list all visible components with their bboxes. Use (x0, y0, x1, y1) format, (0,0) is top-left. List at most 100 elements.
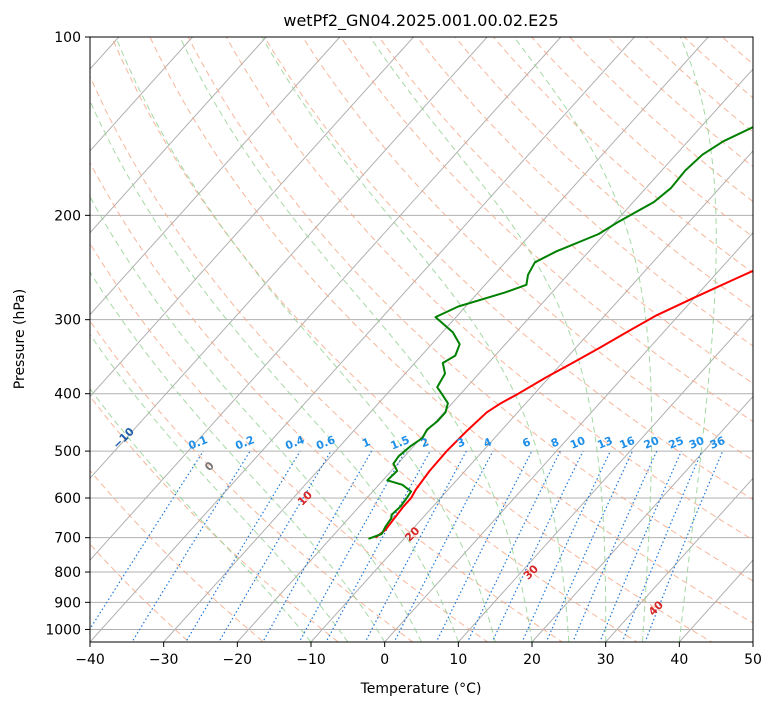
mixing-ratio-line (491, 450, 584, 642)
moist-adiabat-line (90, 333, 349, 642)
y-axis: 100 200 300 400 500 600 700 800 900 1000 (45, 30, 90, 638)
plot-frame (89, 36, 754, 643)
mixing-ratio-line (218, 450, 332, 642)
dry-adiabat-line (454, 37, 753, 310)
dry-adiabat-line (90, 242, 489, 642)
x-tick-label: 30 (597, 652, 615, 668)
isotherm-line (90, 37, 414, 398)
isotherm-line (90, 37, 488, 480)
x-tick-label: 10 (449, 652, 467, 668)
y-tick-label: 100 (54, 30, 81, 46)
mixing-ratio-label: 8 (549, 435, 561, 450)
dry-adiabat-line (378, 37, 753, 384)
isotherm-line (90, 37, 341, 316)
mixing-ratio-line (298, 450, 406, 642)
mixing-ratio-label: 0.1 (187, 433, 210, 452)
isotherm-line (605, 477, 753, 642)
mixing-ratio-line (545, 450, 634, 642)
mixing-ratio-label: 36 (708, 434, 727, 452)
y-tick-label: 600 (54, 491, 81, 507)
mixing-ratio-line (521, 450, 611, 642)
moist-adiabat-line (90, 271, 386, 642)
mixing-ratio-line (644, 450, 724, 642)
moist-adiabat-line (90, 387, 312, 642)
dry-adiabat-label: 20 (402, 524, 422, 544)
moist-adiabat-line (179, 37, 533, 642)
mixing-ratio-label: 3 (455, 435, 467, 450)
isotherm-line (236, 68, 753, 642)
isotherm-line (752, 641, 753, 642)
isotherm-line (90, 37, 635, 642)
moist-adiabat-line (261, 37, 570, 642)
isotherm-line (531, 395, 753, 642)
x-axis-title: Temperature (°C) (360, 681, 482, 697)
dry-adiabat-label: −20 (27, 393, 54, 420)
mixing-ratio-label: 25 (667, 434, 686, 452)
y-tick-label: 700 (54, 531, 81, 547)
y-tick-label: 400 (54, 387, 81, 403)
mixing-ratio-label: 4 (482, 435, 494, 450)
dry-adiabat-line (569, 37, 753, 203)
x-tick-label: −30 (149, 652, 179, 668)
dry-adiabat-line (90, 161, 564, 642)
mixing-ratio-line (90, 450, 204, 631)
x-tick-label: 20 (523, 652, 541, 668)
mixing-ratio-label: 20 (642, 434, 661, 452)
mixing-ratio-line (572, 450, 658, 642)
mixing-ratio-label: 1.5 (389, 433, 412, 452)
isoline-label-layer: 0.10.20.40.611.52346810131620253036−100−… (27, 393, 727, 619)
dewpoint-profile-line (368, 126, 753, 540)
moist-adiabat-line (90, 99, 459, 642)
mixing-ratio-line (131, 450, 251, 642)
dry-adiabat-line (225, 37, 753, 541)
y-tick-label: 900 (54, 595, 81, 611)
moist-adiabat-line (369, 37, 607, 642)
dry-adiabat-line (149, 37, 753, 624)
moist-adiabat-line (115, 37, 496, 642)
dry-adiabat-label: −10 (110, 425, 137, 452)
mixing-ratio-label: 10 (568, 434, 587, 452)
mixing-ratio-label: 0.4 (283, 433, 306, 452)
dry-adiabat-line (111, 37, 713, 642)
y-tick-label: 800 (54, 565, 81, 581)
y-axis-title: Pressure (hPa) (12, 289, 28, 389)
isotherm-line (90, 37, 562, 561)
y-tick-label: 500 (54, 444, 81, 460)
chart-title: wetPf2_GN04.2025.001.00.02.E25 (283, 11, 558, 31)
moist-adiabat-line (678, 37, 717, 642)
x-tick-label: −20 (223, 652, 253, 668)
dry-adiabat-line (90, 543, 190, 642)
dry-adiabat-line (416, 37, 753, 347)
mixing-ratio-label: 16 (618, 434, 637, 452)
temperature-profile-line (374, 269, 753, 539)
dry-adiabat-line (493, 37, 753, 274)
x-tick-label: −40 (75, 652, 105, 668)
x-axis: −40 −30 −20 −10 0 10 20 30 40 50 (75, 642, 762, 668)
mixing-ratio-line (185, 450, 301, 642)
grid-layer (90, 37, 753, 642)
dry-adiabat-line (90, 469, 265, 642)
mixing-ratio-label: 0.6 (314, 433, 337, 452)
mixing-ratio-line (466, 450, 561, 642)
isotherm-line (90, 37, 193, 152)
dry-adiabat-line (340, 37, 753, 423)
isotherm-line (384, 231, 753, 642)
y-tick-label: 1000 (45, 622, 81, 638)
series-layer (368, 126, 753, 540)
mixing-ratio-label: 0.2 (233, 433, 256, 452)
isotherm-line (457, 313, 753, 642)
dry-adiabat-label: 40 (646, 598, 666, 618)
dry-adiabat-line (90, 395, 340, 642)
isotherm-line (163, 37, 709, 642)
mixing-ratio-line (364, 450, 467, 642)
mixing-ratio-line (325, 450, 431, 642)
mixing-ratio-label: 2 (419, 435, 431, 450)
y-tick-label: 300 (54, 313, 81, 329)
y-tick-label: 200 (54, 208, 81, 224)
x-tick-label: 40 (670, 652, 688, 668)
mixing-ratio-line (599, 450, 682, 642)
isotherm-line (90, 37, 267, 234)
dry-adiabat-line (302, 37, 753, 461)
